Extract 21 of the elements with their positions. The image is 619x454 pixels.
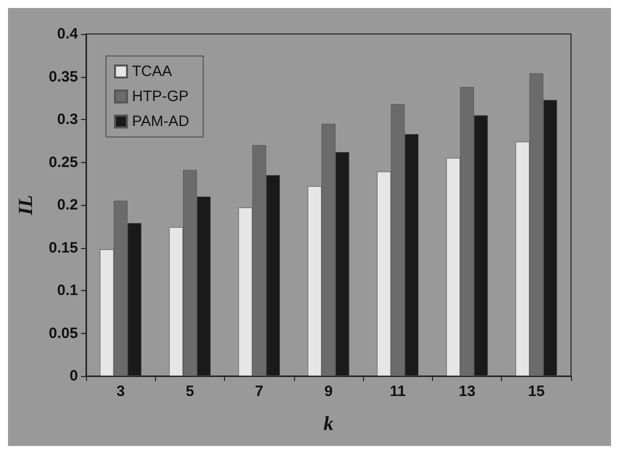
y-tick-label: 0.35 [48,68,78,86]
legend-label: HTP-GP [132,88,189,105]
y-tick-label: 0.1 [57,282,78,299]
x-tick-label: 5 [186,383,194,400]
y-tick-label: 0.3 [57,111,78,128]
y-tick-label: 0.25 [48,154,78,171]
x-tick-label: 7 [255,383,264,400]
legend-label: TCAA [132,63,172,80]
y-tick-label: 0.2 [57,196,78,214]
y-axis-title: IL [15,195,37,216]
y-tick-label: 0.4 [57,26,79,42]
x-tick-label: 3 [116,383,125,400]
y-tick-label: 0.05 [48,324,78,342]
legend-label: PAM-AD [132,113,190,130]
x-tick-label: 15 [528,383,545,400]
x-axis-title: k [324,413,334,435]
y-tick-label: 0 [70,368,78,384]
y-tick-label: 0.15 [48,239,78,256]
x-tick-label: 13 [458,383,476,400]
x-tick-label: 9 [324,383,333,400]
x-tick-label: 11 [390,383,406,400]
